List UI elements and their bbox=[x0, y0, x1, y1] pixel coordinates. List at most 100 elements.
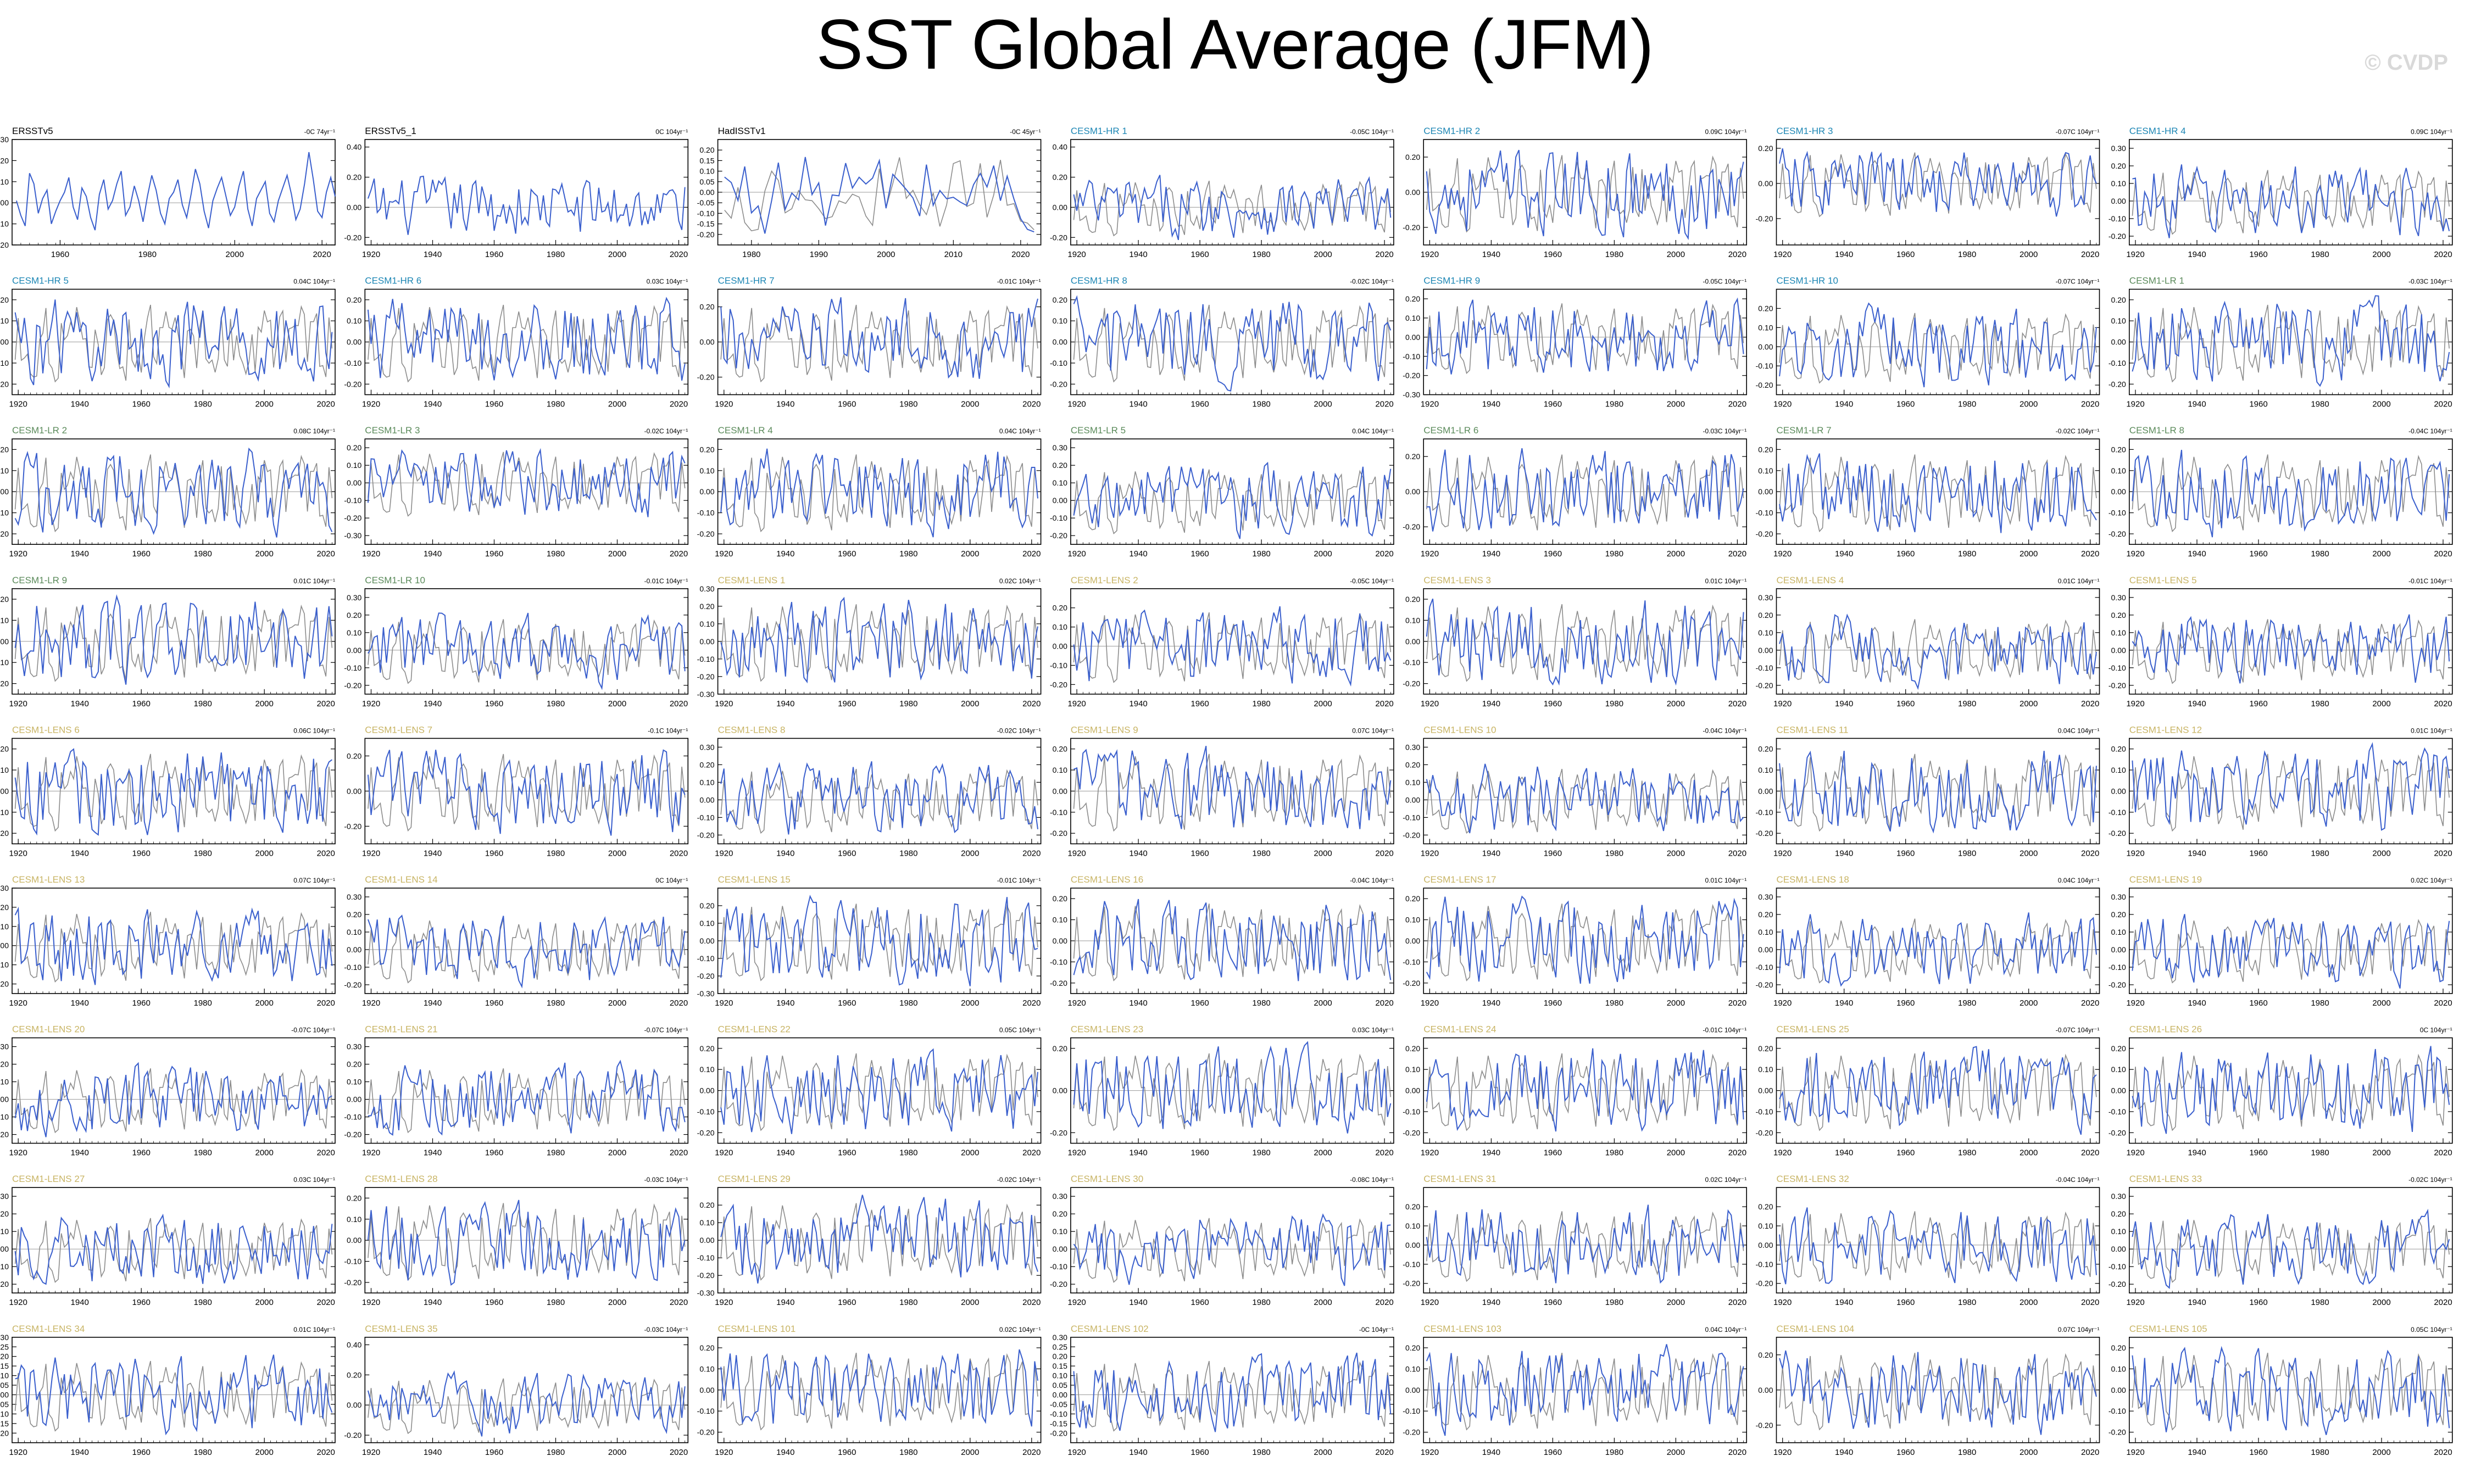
y-tick-label: 0.10 bbox=[1053, 766, 1067, 774]
x-tick-label: 1920 bbox=[715, 699, 733, 708]
x-tick-label: 1980 bbox=[547, 699, 565, 708]
panel-title: CESM1-LENS 15 bbox=[718, 874, 791, 885]
y-tick-label: 0.00 bbox=[2111, 1245, 2126, 1253]
panel-title: CESM1-HR 7 bbox=[718, 276, 775, 286]
x-tick-label: 1980 bbox=[899, 1298, 917, 1307]
panel-title: CESM1-HR 5 bbox=[12, 276, 69, 286]
panel-5: CESM1-HR 2 0.09C 104yr⁻¹ -0.20 0.00 0.20 1920… bbox=[1403, 126, 1747, 259]
x-tick-label: 2020 bbox=[1728, 1148, 1746, 1158]
obs-series-line bbox=[720, 604, 1038, 682]
panel-title: CESM1-LENS 2 bbox=[1071, 575, 1138, 585]
x-tick-label: 1940 bbox=[1482, 998, 1500, 1008]
x-tick-label: 1920 bbox=[1067, 998, 1086, 1008]
y-tick-label: 0.10 bbox=[2111, 766, 2126, 774]
model-series-line bbox=[368, 1059, 686, 1136]
panel-16: CESM1-LR 3 -0.02C 104yr⁻¹ -0.30 -0.20 -0.10 0… bbox=[344, 425, 689, 559]
y-tick-label: 0.00 bbox=[347, 203, 361, 211]
x-tick-label: 1960 bbox=[485, 849, 503, 858]
panel-title: CESM1-LENS 19 bbox=[2129, 874, 2202, 885]
x-tick-label: 1940 bbox=[1129, 400, 1147, 409]
model-series-line bbox=[1073, 175, 1392, 241]
x-tick-label: 1920 bbox=[362, 699, 380, 708]
panel-trend: 0.09C 104yr⁻¹ bbox=[2411, 128, 2452, 136]
y-tick-label: -0.20 bbox=[1050, 979, 1067, 988]
plot-frame bbox=[1070, 588, 1394, 695]
y-tick-label: -0.10 bbox=[1756, 1107, 1773, 1116]
y-tick-label: -0.10 bbox=[0, 961, 9, 969]
panel-56: CESM1-LENS 33 -0.02C 104yr⁻¹ -0.20 -0.10 0.0… bbox=[2109, 1174, 2453, 1307]
x-tick-label: 1980 bbox=[2311, 250, 2329, 259]
panel-title: CESM1-HR 9 bbox=[1423, 276, 1480, 286]
x-tick-label: 1940 bbox=[1835, 250, 1853, 259]
y-tick-label: 0.20 bbox=[699, 760, 714, 769]
y-tick-label: 0.20 bbox=[2111, 161, 2126, 170]
model-series-line bbox=[14, 299, 333, 389]
panel-45: CESM1-LENS 22 0.05C 104yr⁻¹ -0.20 -0.10 0.00… bbox=[697, 1024, 1042, 1158]
x-tick-label: 1980 bbox=[899, 400, 917, 409]
panel-9: CESM1-HR 6 0.03C 104yr⁻¹ -0.20 -0.10 0.00 0.1… bbox=[344, 276, 689, 409]
x-tick-label: 1920 bbox=[1773, 998, 1792, 1008]
x-tick-label: 2000 bbox=[1314, 998, 1332, 1008]
x-tick-label: 1940 bbox=[1129, 1298, 1147, 1307]
panel-15: CESM1-LR 2 0.08C 104yr⁻¹ -0.20 -0.10 0.00 0.1… bbox=[0, 425, 336, 559]
obs-series-line bbox=[2132, 1053, 2450, 1131]
model-series-line bbox=[1073, 295, 1392, 392]
x-tick-label: 1980 bbox=[1252, 1148, 1270, 1158]
x-tick-label: 2020 bbox=[2434, 699, 2452, 708]
x-tick-label: 2000 bbox=[2020, 849, 2038, 858]
y-tick-label: 0.05 bbox=[699, 177, 714, 186]
x-tick-label: 1940 bbox=[71, 1148, 89, 1158]
x-tick-label: 1940 bbox=[1129, 849, 1147, 858]
plot-frame bbox=[2129, 588, 2453, 695]
y-tick-label: 0.20 bbox=[347, 443, 361, 452]
panel-10: CESM1-HR 7 -0.01C 104yr⁻¹ -0.20 0.00 0.20 192… bbox=[697, 276, 1042, 409]
x-tick-label: 2020 bbox=[2434, 1148, 2452, 1158]
panel-trend: -0.07C 104yr⁻¹ bbox=[2056, 278, 2100, 286]
x-tick-label: 1960 bbox=[2249, 699, 2267, 708]
y-tick-label: 0.20 bbox=[1053, 295, 1067, 304]
panel-title: CESM1-LR 3 bbox=[365, 425, 420, 436]
panel-trend: -0.03C 104yr⁻¹ bbox=[2408, 278, 2452, 286]
panel-51: CESM1-LENS 28 -0.03C 104yr⁻¹ -0.20 -0.10 0.0… bbox=[344, 1174, 689, 1307]
panel-title: CESM1-HR 4 bbox=[2129, 126, 2186, 136]
y-tick-label: 0.10 bbox=[699, 466, 714, 475]
x-tick-label: 2000 bbox=[255, 849, 274, 858]
y-tick-label: 0.30 bbox=[2111, 1192, 2126, 1201]
model-series-line bbox=[14, 906, 333, 985]
panel-30: CESM1-LENS 7 -0.1C 104yr⁻¹ -0.20 0.00 0.20 19… bbox=[344, 724, 689, 858]
y-tick-label: 0.10 bbox=[1405, 1221, 1420, 1230]
panel-trend: -0.01C 104yr⁻¹ bbox=[2408, 577, 2452, 585]
y-tick-label: 0.00 bbox=[1758, 786, 1773, 795]
y-tick-label: 0.20 bbox=[1405, 294, 1420, 303]
obs-series-line bbox=[720, 454, 1038, 533]
x-tick-label: 1980 bbox=[1958, 400, 1976, 409]
panel-title: CESM1-LENS 11 bbox=[1777, 724, 1849, 735]
y-tick-label: -0.10 bbox=[697, 509, 715, 517]
x-tick-label: 2020 bbox=[670, 849, 688, 858]
x-tick-label: 1960 bbox=[1191, 400, 1209, 409]
y-tick-label: 0.00 bbox=[2111, 487, 2126, 496]
y-tick-label: 0.00 bbox=[0, 198, 9, 207]
x-tick-label: 1940 bbox=[1129, 250, 1147, 259]
y-tick-label: 0.30 bbox=[1053, 443, 1067, 452]
y-tick-label: -0.20 bbox=[0, 679, 9, 688]
y-tick-label: -0.10 bbox=[344, 496, 361, 505]
x-tick-label: 1960 bbox=[838, 998, 856, 1008]
obs-series-line bbox=[720, 1053, 1038, 1131]
y-tick-label: -0.20 bbox=[0, 529, 9, 538]
y-tick-label: 0.00 bbox=[2111, 646, 2126, 655]
model-series-line bbox=[720, 1048, 1038, 1134]
x-tick-label: 1960 bbox=[1896, 849, 1915, 858]
x-tick-label: 1920 bbox=[362, 1298, 380, 1307]
obs-series-line bbox=[1426, 903, 1744, 981]
model-series-line bbox=[1779, 302, 2097, 388]
y-tick-label: 0.20 bbox=[1758, 445, 1773, 454]
y-tick-label: -0.10 bbox=[1050, 514, 1067, 522]
panel-trend: 0.04C 104yr⁻¹ bbox=[1352, 427, 1394, 435]
y-tick-label: -0.20 bbox=[697, 672, 715, 681]
model-series-line bbox=[1426, 448, 1744, 532]
x-tick-label: 2020 bbox=[1011, 250, 1030, 259]
x-tick-label: 1920 bbox=[1067, 1298, 1086, 1307]
y-tick-label: -0.10 bbox=[344, 663, 361, 672]
x-tick-label: 2000 bbox=[608, 998, 626, 1008]
